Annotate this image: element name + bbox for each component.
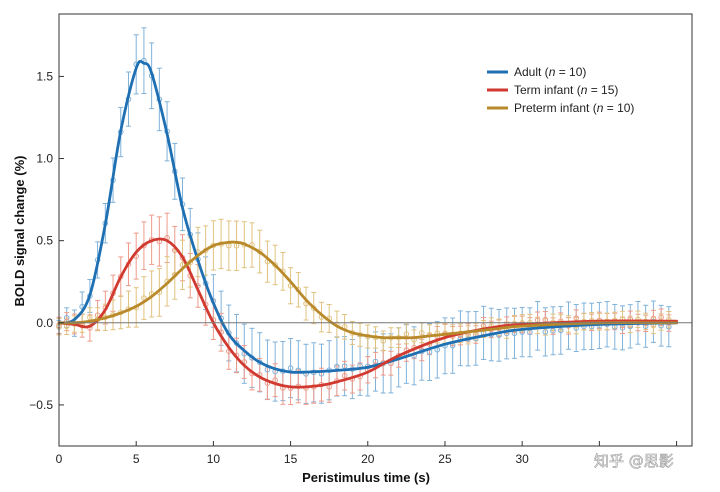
x-tick-label: 20: [361, 452, 375, 466]
adult-legend-label: Adult (n = 10): [514, 65, 586, 79]
adult-data-point: [557, 327, 564, 334]
legend: Adult (n = 10) Term infant (n = 15) Preter…: [487, 65, 634, 115]
x-axis-title: Peristimulus time (s): [302, 470, 430, 485]
adult-data-point: [619, 325, 626, 331]
series-lines: [57, 59, 678, 389]
preterm-infant-data-point: [419, 330, 425, 336]
x-tick-label: 0: [56, 452, 63, 466]
term-infant-legend-label: Term infant (n = 15): [514, 83, 618, 97]
y-tick-label: 1.0: [36, 152, 53, 166]
x-tick-label: 25: [438, 452, 452, 466]
y-tick-label: 0.5: [36, 234, 53, 248]
y-tick-label: −0.5: [29, 398, 53, 412]
x-tick-label: 15: [284, 452, 298, 466]
adult-data-point: [666, 323, 672, 330]
x-tick-label: 10: [207, 452, 221, 466]
y-tick-label: 0.0: [36, 316, 53, 330]
term-infant-data-point: [573, 315, 580, 321]
adult-data-point: [63, 314, 70, 321]
adult-line: [57, 59, 678, 374]
adult-data-point: [334, 363, 340, 370]
term-infant-data-point: [341, 372, 348, 379]
preterm-infant-data-point: [403, 331, 410, 337]
x-tick-label: 30: [515, 452, 529, 466]
adult-data-point: [287, 365, 294, 371]
y-tick-label: 1.5: [36, 69, 53, 83]
preterm-infant-legend-label: Preterm infant (n = 10): [514, 101, 634, 115]
y-axis-title: BOLD signal change (%): [12, 156, 27, 307]
x-tick-label: 5: [133, 452, 140, 466]
watermark-text: 知乎 @思影: [594, 452, 674, 470]
axes: 0 5 10 15 20 25 30 −0.5 0.0 0.5 1.0 1.5: [29, 69, 678, 466]
term-infant-line: [57, 237, 678, 389]
preterm-infant-line: [57, 240, 678, 340]
adult-data-point: [372, 358, 379, 365]
plot-frame: [58, 13, 693, 447]
